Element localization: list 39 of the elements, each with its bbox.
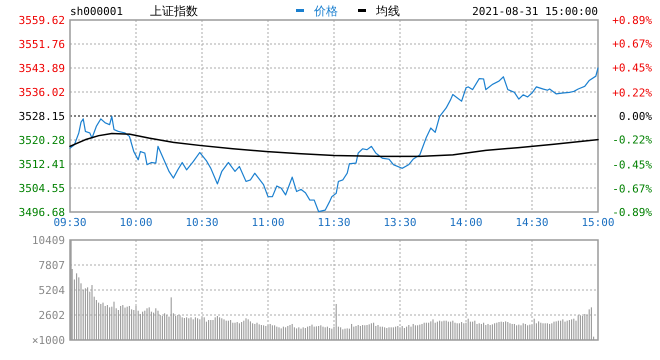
y-tick-label: 10409 [32, 234, 65, 247]
x-tick-label: 11:00 [251, 216, 285, 229]
y2-tick-label: +0.45% [612, 61, 652, 74]
y-tick-label: 3504.55 [18, 182, 65, 195]
x-tick-label: 13:30 [383, 216, 417, 229]
text: 2021-08-31 15:00:00 [472, 5, 598, 18]
line-series [69, 67, 599, 212]
y2-tick-label: -0.22% [612, 134, 652, 147]
x-tick-label: 09:30 [53, 216, 87, 229]
y2-tick-label: +0.89% [612, 14, 652, 27]
y-tick-label: 7807 [38, 259, 65, 272]
x-tick-label: 14:30 [515, 216, 549, 229]
y-tick-label: 3496.68 [18, 206, 65, 219]
y2-tick-label: +0.67% [612, 38, 652, 51]
y-tick-label: 3543.89 [18, 62, 65, 75]
chart-title: 上证指数 [150, 4, 198, 18]
y2-tick-label: -0.67% [612, 182, 652, 196]
x-tick-label: 11:30 [317, 216, 351, 229]
y-tick-label: 3512.41 [18, 158, 65, 172]
y2-tick-label: -0.89% [612, 206, 652, 219]
y2-tick-label: -0.45% [612, 158, 652, 172]
y-tick-label: 3536.02 [18, 86, 65, 99]
legend-label: 均线 [375, 4, 400, 18]
y2-tick-label: 0.00% [618, 110, 652, 123]
legend-label: 价格 [313, 4, 338, 18]
chart-subtitle: sh000001 [70, 5, 123, 18]
y-tick-label: 3551.76 [18, 38, 65, 51]
y2-tick-label: +0.22% [612, 86, 652, 100]
y-tick-label: 3559.62 [18, 14, 65, 27]
y-tick-label: 3528.15 [18, 110, 65, 123]
y-tick-label: 3520.28 [18, 134, 65, 148]
x-tick-label: 15:00 [581, 216, 615, 229]
x-tick-label: 10:00 [119, 216, 153, 229]
y-axis-title: ×1000 [32, 334, 65, 347]
line-series [69, 132, 599, 158]
y-tick-label: 2602 [38, 309, 65, 322]
y-tick-label: 5204 [38, 284, 66, 298]
x-tick-label: 14:00 [449, 216, 483, 229]
x-tick-label: 10:30 [185, 216, 219, 229]
